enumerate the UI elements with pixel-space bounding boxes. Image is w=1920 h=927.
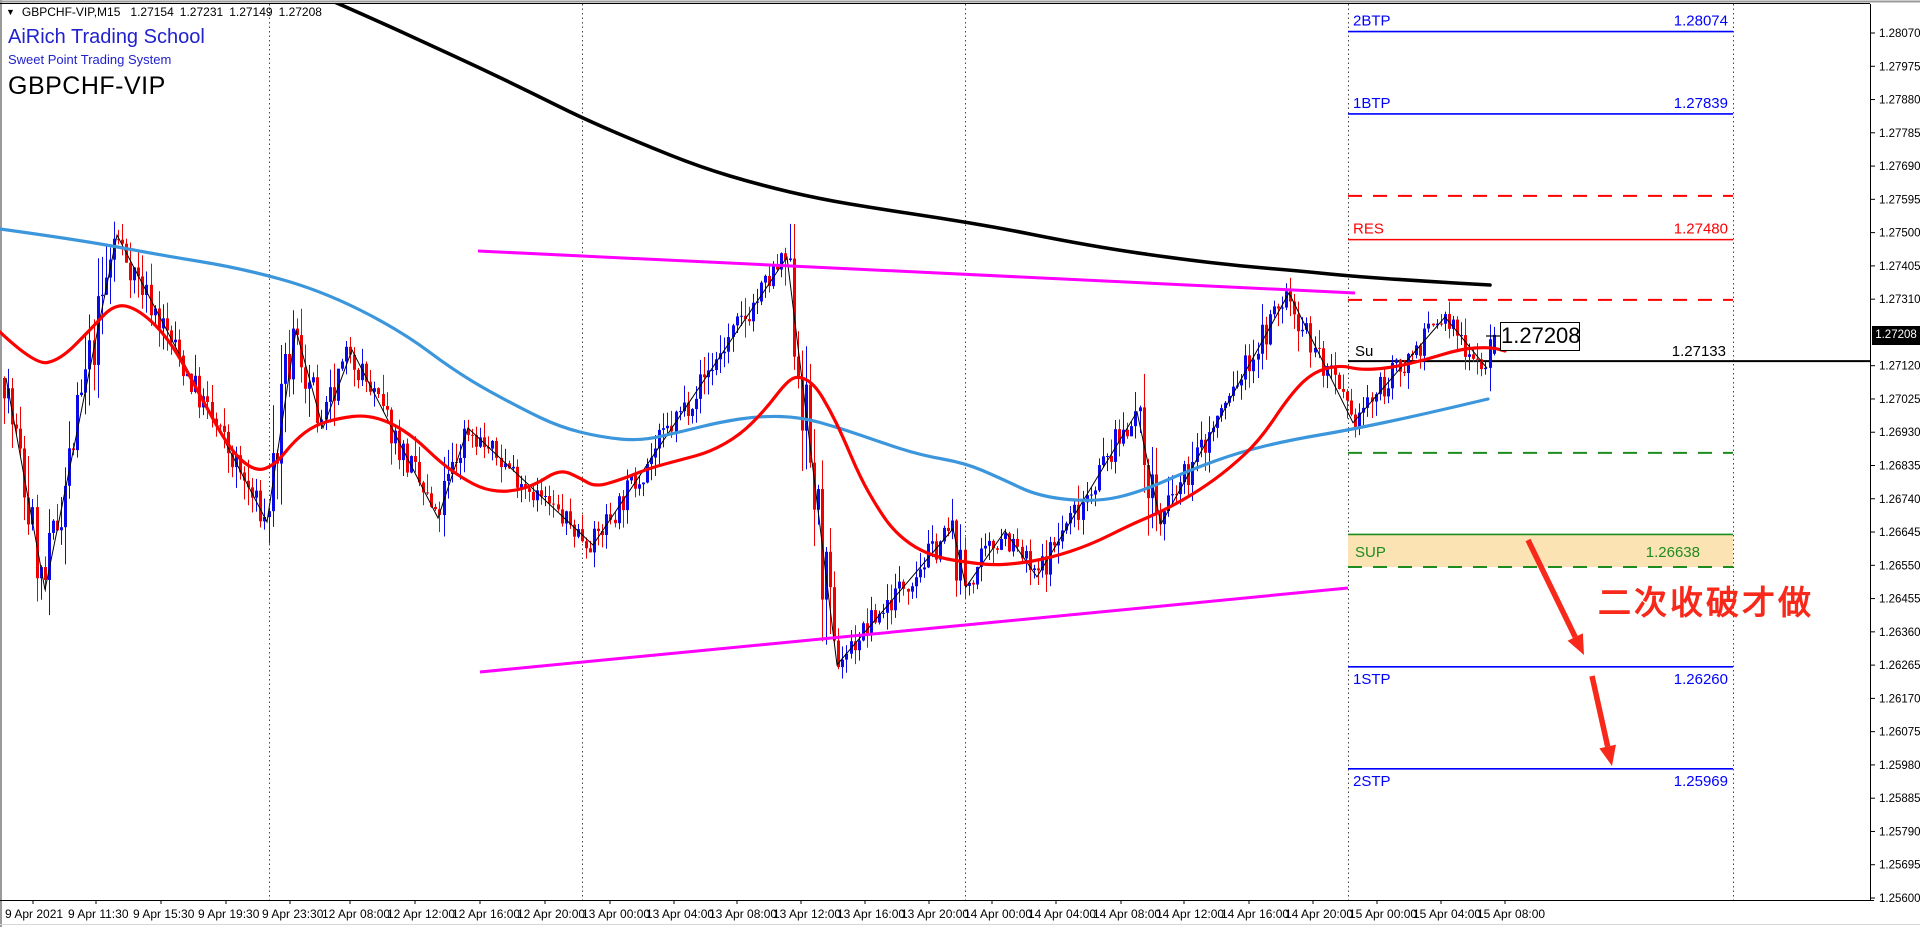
time-tick-label: 12 Apr 20:00 bbox=[517, 907, 585, 921]
time-tick-label: 14 Apr 20:00 bbox=[1285, 907, 1353, 921]
level-label-SUP: SUP bbox=[1355, 544, 1386, 561]
time-tick-label: 14 Apr 00:00 bbox=[964, 907, 1032, 921]
time-tick-label: 13 Apr 04:00 bbox=[646, 907, 714, 921]
level-label-1STP: 1STP bbox=[1353, 671, 1391, 688]
price-tick-label: 1.26835 bbox=[1879, 460, 1920, 472]
price-tick-label: 1.25790 bbox=[1879, 826, 1920, 838]
time-tick-label: 14 Apr 16:00 bbox=[1221, 907, 1289, 921]
bar-low: 1.27149 bbox=[229, 5, 273, 19]
price-tick-label: 1.27785 bbox=[1879, 128, 1920, 140]
current-price-callout[interactable]: 1.27208 bbox=[1500, 322, 1581, 351]
time-tick-label: 13 Apr 00:00 bbox=[582, 907, 650, 921]
level-label-2STP: 2STP bbox=[1353, 773, 1391, 790]
price-tick-label: 1.26360 bbox=[1879, 627, 1920, 639]
price-tick-label: 1.26930 bbox=[1879, 427, 1920, 439]
price-tick-label: 1.27025 bbox=[1879, 394, 1920, 406]
mid-line-value: 1.27133 bbox=[1672, 343, 1726, 360]
level-value-2BTP: 1.28074 bbox=[1674, 13, 1728, 30]
price-tick-label: 1.27120 bbox=[1879, 361, 1920, 373]
price-tick-label: 1.25885 bbox=[1879, 793, 1920, 805]
bar-open: 1.27154 bbox=[130, 5, 174, 19]
time-tick-label: 15 Apr 04:00 bbox=[1413, 907, 1481, 921]
chart-symbol-title: GBPCHF-VIP bbox=[8, 72, 166, 100]
brand-subtitle: Sweet Point Trading System bbox=[8, 52, 172, 67]
lower-magenta[interactable] bbox=[479, 586, 1349, 674]
time-tick-label: 14 Apr 12:00 bbox=[1156, 907, 1224, 921]
ma-fast-red bbox=[0, 304, 1507, 567]
chinese-annotation[interactable]: 二次收破才做 bbox=[1598, 584, 1814, 621]
level-label-2BTP: 2BTP bbox=[1353, 13, 1391, 30]
price-tick-label: 1.25695 bbox=[1879, 860, 1920, 872]
upper-magenta[interactable] bbox=[477, 249, 1356, 295]
time-tick-label: 9 Apr 15:30 bbox=[133, 907, 195, 921]
time-tick-label: 9 Apr 23:30 bbox=[262, 907, 324, 921]
time-tick-label: 13 Apr 12:00 bbox=[773, 907, 841, 921]
horizontal-levels[interactable] bbox=[1348, 30, 1733, 770]
price-tick-label: 1.27500 bbox=[1879, 228, 1920, 240]
brand-title: AiRich Trading School bbox=[8, 26, 205, 48]
level-value-2STP: 1.25969 bbox=[1674, 773, 1728, 790]
price-tick-label: 1.27880 bbox=[1879, 95, 1920, 107]
level-label-RES: RES bbox=[1353, 221, 1384, 238]
time-tick-label: 9 Apr 19:30 bbox=[198, 907, 260, 921]
ma-mid-blue bbox=[0, 227, 1490, 502]
time-tick-label: 9 Apr 2021 bbox=[5, 907, 63, 921]
chart-info-line[interactable]: ▼ GBPCHF-VIP,M15 1.27154 1.27231 1.27149 1.27… bbox=[6, 5, 328, 19]
price-tick-label: 1.27690 bbox=[1879, 161, 1920, 173]
time-tick-label: 14 Apr 04:00 bbox=[1028, 907, 1096, 921]
bar-close: 1.27208 bbox=[278, 5, 322, 19]
red-arrows[interactable] bbox=[1525, 538, 1616, 766]
price-tick-label: 1.26170 bbox=[1879, 693, 1920, 705]
price-tick-label: 1.26265 bbox=[1879, 660, 1920, 672]
symbol-period: GBPCHF-VIP,M15 bbox=[21, 5, 121, 19]
bar-high: 1.27231 bbox=[179, 5, 224, 19]
price-tick-label: 1.27310 bbox=[1879, 294, 1920, 306]
time-tick-label: 13 Apr 08:00 bbox=[709, 907, 777, 921]
day-separators bbox=[269, 4, 1734, 900]
price-tick-label: 1.26645 bbox=[1879, 527, 1920, 539]
level-labels: 2BTP 1.28074 1BTP 1.27839 RES 1.27480 1STP 1.26… bbox=[1353, 13, 1728, 790]
time-tick-label: 15 Apr 00:00 bbox=[1349, 907, 1417, 921]
price-tick-label: 1.25980 bbox=[1879, 760, 1920, 772]
time-tick-label: 12 Apr 08:00 bbox=[322, 907, 390, 921]
price-axis[interactable]: 1.28070 1.27975 1.27880 1.27785 1.27690 1.275… bbox=[1870, 28, 1920, 905]
level-value-RES: 1.27480 bbox=[1674, 221, 1728, 238]
level-value-1STP: 1.26260 bbox=[1674, 671, 1728, 688]
ma-slow-black bbox=[334, 4, 1492, 287]
level-value-SUP: 1.26638 bbox=[1646, 544, 1700, 561]
time-tick-label: 14 Apr 08:00 bbox=[1093, 907, 1161, 921]
mid-line-label: Su bbox=[1355, 343, 1373, 360]
time-tick-label: 13 Apr 20:00 bbox=[901, 907, 969, 921]
price-tick-label: 1.26550 bbox=[1879, 560, 1920, 572]
price-axis-tag: 1.27208 bbox=[1872, 326, 1920, 345]
time-tick-label: 13 Apr 16:00 bbox=[837, 907, 905, 921]
time-tick-label: 12 Apr 16:00 bbox=[452, 907, 520, 921]
time-tick-label: 9 Apr 11:30 bbox=[68, 907, 129, 921]
price-tick-label: 1.27975 bbox=[1879, 61, 1920, 73]
chart-dropdown-icon[interactable]: ▼ bbox=[6, 7, 15, 17]
price-tick-label: 1.26740 bbox=[1879, 494, 1920, 506]
price-tick-label: 1.27405 bbox=[1879, 261, 1920, 273]
level-label-1BTP: 1BTP bbox=[1353, 95, 1391, 112]
time-tick-label: 12 Apr 12:00 bbox=[387, 907, 455, 921]
price-tick-label: 1.26455 bbox=[1879, 594, 1920, 606]
price-tick-label: 1.28070 bbox=[1879, 28, 1920, 40]
price-tick-label: 1.25600 bbox=[1879, 893, 1920, 905]
level-value-1BTP: 1.27839 bbox=[1674, 95, 1728, 112]
price-tick-label: 1.27595 bbox=[1879, 194, 1920, 206]
zigzag-line bbox=[5, 233, 1488, 666]
time-tick-label: 15 Apr 08:00 bbox=[1477, 907, 1545, 921]
price-tick-label: 1.26075 bbox=[1879, 727, 1920, 739]
time-axis[interactable]: 9 Apr 2021 9 Apr 11:30 9 Apr 15:30 9 Apr 19… bbox=[5, 900, 1545, 921]
